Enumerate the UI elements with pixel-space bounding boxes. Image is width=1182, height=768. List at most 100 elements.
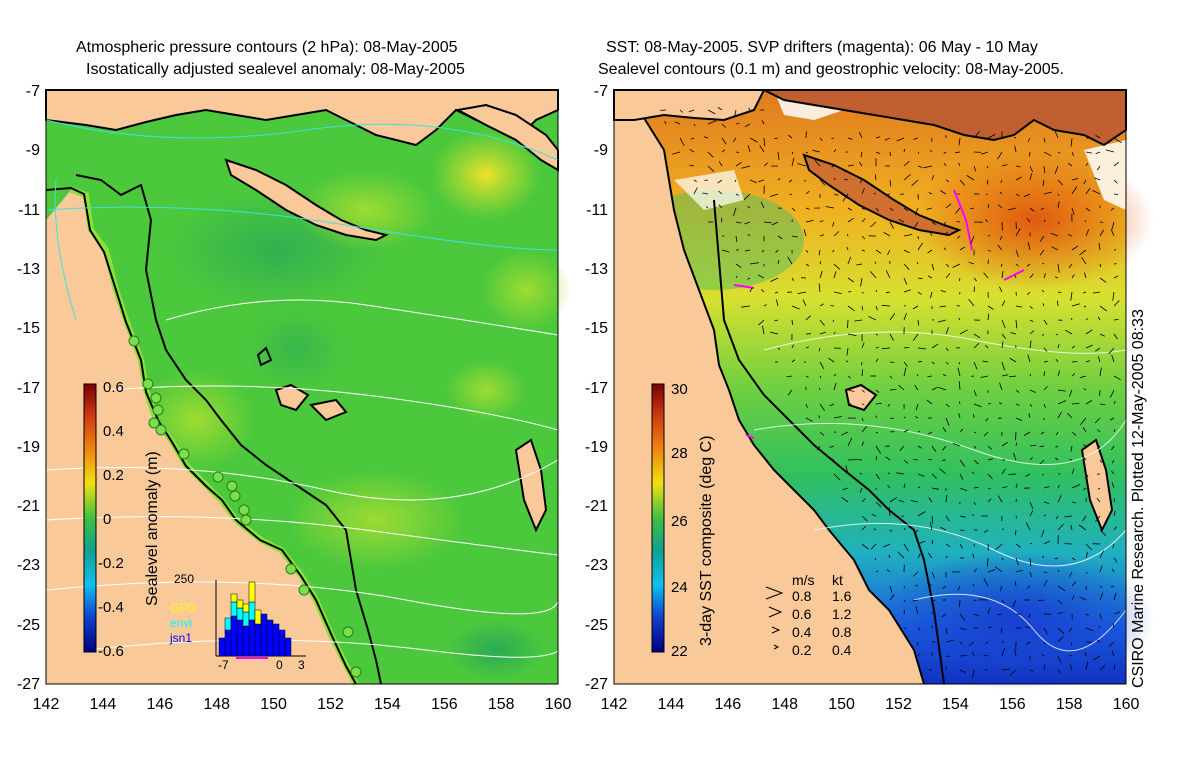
velocity-vector bbox=[889, 333, 894, 341]
velocity-vector bbox=[1083, 179, 1087, 185]
velocity-vector bbox=[1029, 305, 1033, 310]
velocity-vector bbox=[1099, 403, 1106, 406]
velocity-vector bbox=[841, 496, 849, 503]
velocity-vector bbox=[889, 529, 893, 532]
velocity-vector bbox=[1057, 221, 1060, 224]
velocity-vector bbox=[1113, 592, 1117, 601]
velocity-vector bbox=[1057, 151, 1061, 154]
velocity-vector bbox=[1029, 571, 1033, 578]
velocity-vector bbox=[1064, 515, 1073, 518]
velocity-vector bbox=[973, 431, 977, 434]
velocity-vector bbox=[999, 286, 1003, 293]
x-tick-label: 158 bbox=[1055, 696, 1083, 713]
velocity-vector bbox=[968, 641, 975, 646]
velocity-vector bbox=[832, 221, 835, 227]
velocity-vector bbox=[1111, 568, 1115, 573]
x-tick-label: 148 bbox=[771, 696, 799, 713]
velocity-vector bbox=[789, 193, 793, 196]
velocity-vector bbox=[1111, 482, 1115, 489]
velocity-vector bbox=[987, 607, 991, 615]
y-tick-label: -7 bbox=[25, 83, 40, 100]
velocity-vector bbox=[705, 206, 709, 209]
velocity-vector bbox=[775, 249, 779, 254]
y-tick-label: -19 bbox=[584, 438, 608, 456]
velocity-vector bbox=[1069, 654, 1073, 657]
velocity-vector bbox=[871, 514, 877, 517]
velocity-vector bbox=[847, 375, 851, 379]
velocity-vector bbox=[819, 387, 821, 391]
velocity-vector bbox=[805, 417, 813, 422]
velocity-vector bbox=[917, 291, 922, 295]
velocity-vector bbox=[1070, 641, 1073, 645]
velocity-vector bbox=[818, 415, 821, 419]
velocity-legend-kt: 0.8 bbox=[832, 624, 852, 640]
velocity-vector bbox=[744, 123, 751, 128]
velocity-vector bbox=[1111, 230, 1115, 237]
y-tick-label: -21 bbox=[16, 498, 40, 516]
velocity-vector bbox=[987, 305, 994, 310]
velocity-vector bbox=[1040, 207, 1045, 211]
velocity-vector bbox=[861, 342, 865, 349]
velocity-vector bbox=[693, 187, 698, 195]
velocity-vector bbox=[926, 207, 933, 210]
left-colorbar-tick: -0.2 bbox=[98, 555, 124, 572]
velocity-vector bbox=[1015, 498, 1017, 503]
velocity-vector bbox=[861, 425, 868, 433]
velocity-vector bbox=[718, 161, 723, 167]
velocity-vector bbox=[985, 641, 989, 644]
velocity-vector bbox=[1057, 485, 1060, 489]
velocity-vector bbox=[912, 333, 919, 341]
velocity-vector bbox=[997, 151, 1003, 160]
velocity-vector bbox=[1113, 664, 1116, 671]
velocity-vector bbox=[973, 501, 977, 506]
velocity-vector bbox=[735, 275, 738, 279]
velocity-vector bbox=[1029, 403, 1033, 407]
velocity-vector bbox=[1040, 431, 1045, 435]
velocity-vector bbox=[889, 221, 894, 229]
velocity-vector bbox=[735, 263, 742, 269]
velocity-vector bbox=[1029, 501, 1034, 510]
velocity-vector bbox=[786, 375, 793, 378]
velocity-vector bbox=[917, 151, 920, 154]
velocity-vector bbox=[958, 361, 961, 365]
left-map bbox=[45, 89, 571, 686]
velocity-vector bbox=[1027, 354, 1031, 363]
velocity-vector bbox=[761, 120, 765, 125]
velocity-vector bbox=[741, 165, 751, 169]
velocity-vector bbox=[903, 627, 907, 629]
velocity-vector bbox=[833, 473, 841, 481]
velocity-vector bbox=[903, 249, 910, 254]
velocity-vector bbox=[1001, 486, 1008, 489]
velocity-vector bbox=[735, 122, 740, 125]
velocity-vector bbox=[957, 585, 961, 591]
velocity-vector bbox=[972, 583, 975, 587]
velocity-vector bbox=[1071, 178, 1079, 181]
velocity-vector bbox=[973, 568, 978, 573]
velocity-vector bbox=[1083, 444, 1087, 447]
velocity-vector bbox=[819, 303, 825, 307]
velocity-vector bbox=[1099, 229, 1105, 237]
velocity-vector bbox=[1071, 595, 1075, 601]
velocity-vector bbox=[847, 291, 852, 293]
velocity-vector bbox=[689, 164, 695, 167]
velocity-vector bbox=[903, 234, 913, 237]
velocity-vector bbox=[805, 220, 814, 223]
velocity-vector bbox=[1071, 431, 1077, 436]
velocity-vector bbox=[883, 231, 891, 237]
velocity-vector bbox=[973, 286, 975, 293]
velocity-vector bbox=[1112, 291, 1115, 301]
velocity-vector bbox=[861, 417, 864, 422]
velocity-vector bbox=[854, 319, 863, 322]
histogram-inset bbox=[215, 580, 306, 659]
velocity-vector bbox=[903, 459, 909, 464]
velocity-vector bbox=[735, 235, 738, 242]
velocity-vector bbox=[958, 277, 961, 282]
velocity-vector bbox=[1097, 316, 1101, 321]
velocity-vector bbox=[1041, 289, 1045, 293]
velocity-vector bbox=[1029, 330, 1035, 335]
velocity-vector bbox=[913, 459, 919, 461]
velocity-vector bbox=[1051, 246, 1059, 251]
x-tick-label: 152 bbox=[885, 696, 912, 713]
velocity-vector bbox=[829, 457, 835, 461]
velocity-vector bbox=[859, 179, 863, 184]
